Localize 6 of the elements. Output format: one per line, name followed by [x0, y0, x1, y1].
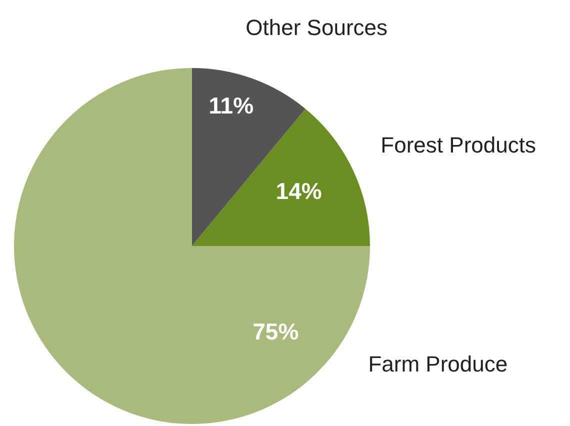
slice-label: Farm Produce — [368, 351, 508, 376]
data-label: 14% — [276, 178, 322, 204]
data-label: 75% — [252, 318, 299, 345]
slice-label: Forest Products — [380, 132, 536, 158]
slice-label: Other Sources — [246, 14, 388, 40]
data-label: 11% — [208, 92, 254, 119]
